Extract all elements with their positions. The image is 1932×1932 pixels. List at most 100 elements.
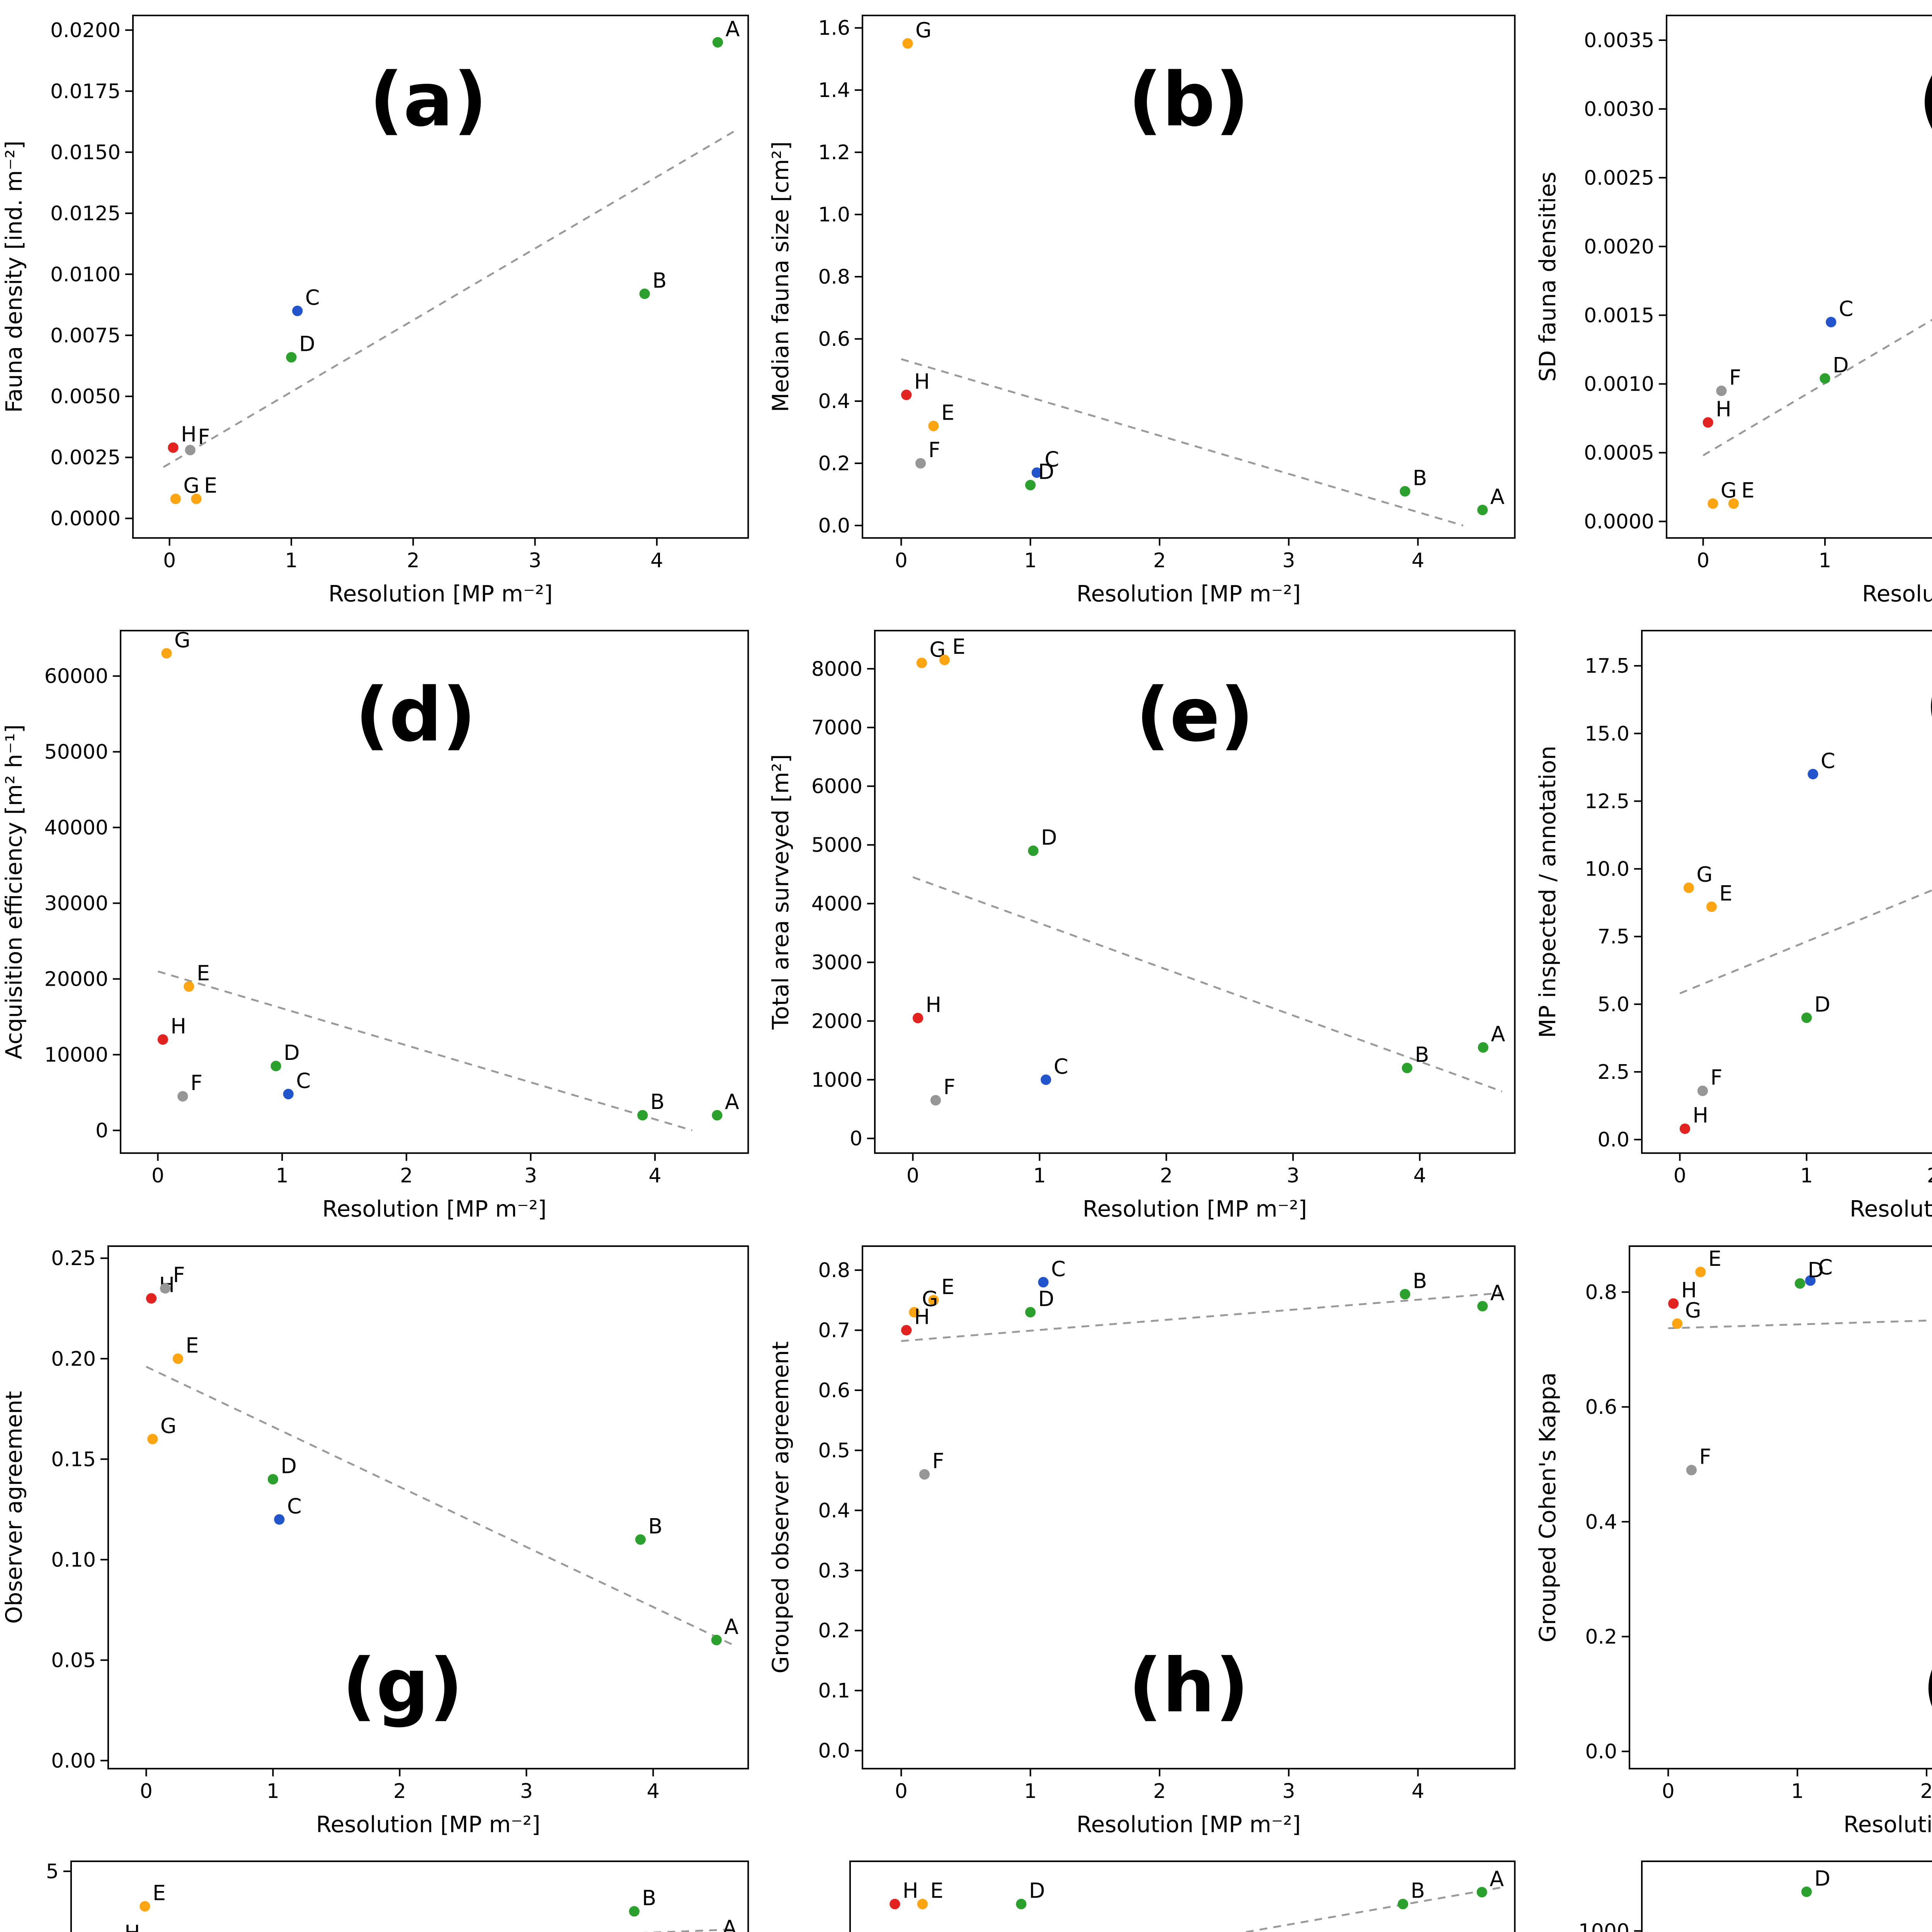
point-label-D: D <box>1833 353 1849 377</box>
data-point-H <box>913 1013 923 1024</box>
y-tick-label: 0.6 <box>818 1379 850 1402</box>
point-label-B: B <box>1413 1269 1427 1293</box>
data-point-A <box>712 1110 723 1121</box>
point-label-A: A <box>723 1916 737 1932</box>
data-point-C <box>1041 1074 1051 1085</box>
x-tick-label: 2 <box>1153 549 1166 572</box>
y-tick-label: 0.15 <box>51 1448 96 1471</box>
point-label-C: C <box>1838 297 1853 321</box>
y-tick-label: 10.0 <box>1585 858 1629 881</box>
point-label-F: F <box>198 425 210 449</box>
y-tick-label: 0.2 <box>1585 1625 1617 1648</box>
x-tick-label: 0 <box>163 549 176 572</box>
y-tick-label: 0.0000 <box>50 507 121 531</box>
point-label-H: H <box>1692 1103 1708 1128</box>
data-point-F <box>915 458 926 469</box>
point-label-A: A <box>725 17 740 41</box>
point-label-E: E <box>941 1274 954 1299</box>
y-tick-label: 0.0150 <box>50 141 121 164</box>
x-axis-label: Resolution [MP m⁻²] <box>328 580 553 607</box>
plot-border <box>849 1860 1516 1932</box>
y-tick-label: 5 <box>46 1860 59 1883</box>
point-label-A: A <box>1490 485 1505 509</box>
point-label-A: A <box>1490 1867 1504 1891</box>
y-axis-label: Grouped observer agreement <box>767 1341 794 1673</box>
panel-letter: (a) <box>369 57 487 143</box>
data-point-D <box>1820 373 1830 384</box>
data-point-H <box>1668 1298 1679 1309</box>
trend-line <box>901 1292 1502 1342</box>
panel-a: 0 1 2 3 4 Resolution [MP m⁻²] 0.0000 0.0025 0.00… <box>0 0 767 616</box>
point-label-D: D <box>1029 1878 1045 1903</box>
y-tick-label: 0.1 <box>818 1679 850 1702</box>
plot-border <box>862 1245 1516 1769</box>
data-point-F <box>1716 385 1727 396</box>
data-point-D <box>1794 1278 1805 1289</box>
y-tick-label: 0.4 <box>818 390 850 413</box>
panel-background <box>1533 0 1932 616</box>
panel-background <box>0 0 767 616</box>
y-tick-label: 0.0200 <box>50 19 121 42</box>
point-label-A: A <box>1490 1281 1505 1305</box>
plot-border <box>1628 1245 1932 1769</box>
x-tick-label: 3 <box>1282 1780 1295 1803</box>
point-label-E: E <box>204 473 217 498</box>
point-label-A: A <box>725 1090 739 1114</box>
y-tick-label: 6000 <box>811 775 862 798</box>
x-tick-label: 0 <box>895 549 908 572</box>
y-tick-label: 0.20 <box>51 1347 96 1371</box>
x-tick-label: 4 <box>650 549 663 572</box>
point-label-E: E <box>153 1881 166 1905</box>
y-tick-label: 1000 <box>811 1069 862 1092</box>
plot-border <box>70 1860 749 1932</box>
y-tick-label: 0.0000 <box>1584 510 1654 534</box>
data-point-H <box>901 389 912 400</box>
data-point-D <box>286 352 297 363</box>
x-tick-label: 3 <box>1282 549 1295 572</box>
data-point-H <box>157 1034 168 1045</box>
chart-h: 0 1 2 3 4 Resolution [MP m⁻²] 0.0 0.1 0.2 0.3 0.4 0… <box>767 1230 1534 1846</box>
y-tick-label: 0.2 <box>818 1619 850 1642</box>
data-point-F <box>160 1283 171 1294</box>
panel-letter: (g) <box>342 1643 463 1729</box>
data-point-G <box>1683 883 1694 893</box>
panel-background <box>1533 615 1932 1231</box>
point-label-H: H <box>1681 1278 1697 1302</box>
panel-letter: (e) <box>1136 672 1254 759</box>
x-tick-label: 1 <box>267 1780 279 1803</box>
data-point-D <box>1025 480 1036 491</box>
point-label-E: E <box>185 1333 199 1357</box>
data-point-F <box>185 445 196 456</box>
data-point-F <box>1686 1464 1697 1475</box>
data-point-H <box>901 1325 912 1335</box>
point-label-E: E <box>1708 1246 1721 1270</box>
x-tick-label: 4 <box>1413 1165 1426 1188</box>
y-axis-label: Total area surveyed [m²] <box>767 754 794 1030</box>
point-label-D: D <box>1808 1258 1824 1282</box>
x-tick-label: 3 <box>1287 1165 1299 1188</box>
point-label-C: C <box>1820 749 1835 773</box>
y-tick-label: 0.0030 <box>1584 98 1654 121</box>
point-label-F: F <box>932 1449 944 1473</box>
x-axis-label: Resolution [MP m⁻²] <box>1077 580 1301 607</box>
y-tick-label: 0.0 <box>818 1739 850 1762</box>
panel-background <box>1533 1230 1932 1846</box>
point-label-E: E <box>952 634 966 659</box>
x-tick-label: 3 <box>520 1780 533 1803</box>
y-tick-label: 0.8 <box>818 265 850 289</box>
point-label-E: E <box>930 1878 944 1903</box>
data-point-H <box>146 1293 157 1304</box>
y-tick-label: 0.8 <box>1585 1281 1617 1304</box>
y-tick-label: 30000 <box>44 892 108 915</box>
y-tick-label: 0.0025 <box>1584 167 1654 190</box>
data-point-E <box>928 1294 939 1306</box>
y-tick-label: 0.0 <box>1585 1740 1617 1763</box>
point-label-B: B <box>1411 1878 1425 1903</box>
x-axis-label: Resolution [MP m⁻²] <box>1083 1196 1307 1222</box>
panel-background <box>767 615 1534 1231</box>
data-point-G <box>170 493 181 504</box>
panel-d: 0 1 2 3 4 Resolution [MP m⁻²] 0 10000 20000 30000… <box>0 615 767 1231</box>
